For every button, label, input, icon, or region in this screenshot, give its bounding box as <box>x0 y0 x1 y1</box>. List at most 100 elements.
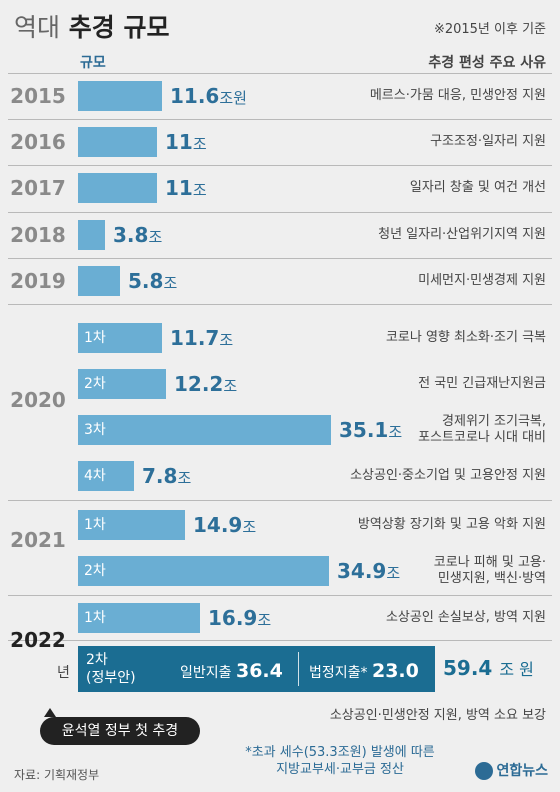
bar-value-label: 11조 <box>165 176 207 200</box>
row-reason: 일자리 창출 및 여건 개선 <box>410 180 546 196</box>
row-reason: 소상공인·중소기업 및 고용안정 지원 <box>350 468 546 484</box>
bar-2020-2차 <box>78 369 166 399</box>
reason-line: 소상공인·중소기업 및 고용안정 지원 <box>350 468 546 483</box>
row-divider <box>8 212 552 213</box>
row-reason: 경제위기 조기극복, 포스트코로나 시대 대비 <box>418 414 546 446</box>
baseline-note: ※2015년 이후 기준 <box>433 22 546 37</box>
year-label-2018: 2018 <box>10 223 66 247</box>
footnote-line-2: 지방교부세·교부금 정산 <box>276 762 404 777</box>
sub-label-2022-2nd: 2차 <box>86 652 108 668</box>
callout-pointer <box>44 708 56 717</box>
reason-line: 미세먼지·민생경제 지원 <box>418 273 546 288</box>
bar-2022-2nd <box>78 646 435 692</box>
bar-2021-1차 <box>78 510 185 540</box>
bar-value-number: 35.1 <box>339 418 389 442</box>
reason-line: 방역상황 장기화 및 고용 악화 지원 <box>357 517 546 532</box>
general-spending: 일반지출 36.4 <box>180 660 283 682</box>
bar-2018 <box>78 220 105 250</box>
row-divider <box>8 640 552 641</box>
bar-2020-4차 <box>78 461 134 491</box>
bar-value-number: 7.8 <box>142 464 178 488</box>
bar-value-unit: 조 <box>192 181 207 199</box>
year-label-2015: 2015 <box>10 84 66 108</box>
bar-value-number: 5.8 <box>128 269 164 293</box>
row-divider <box>8 119 552 120</box>
logo-text: 연합뉴스 <box>496 763 548 779</box>
bar-2017 <box>78 173 157 203</box>
bar-value-number: 11 <box>165 176 193 200</box>
bar-value-number: 11 <box>165 130 193 154</box>
reason-line: 코로나 영향 최소화·조기 극복 <box>385 330 546 345</box>
bar-value-unit: 조 <box>163 274 178 292</box>
bar-2020-3차 <box>78 415 331 445</box>
reason-line: 경제위기 조기극복, <box>442 414 546 429</box>
bar-value-label: 5.8조 <box>128 269 177 293</box>
bar-value-unit: 조 <box>148 228 163 246</box>
row-reason: 청년 일자리·산업위기지역 지원 <box>378 227 546 243</box>
row-reason: 메르스·가뭄 대응, 민생안정 지원 <box>370 88 546 104</box>
bar-value-label: 14.9조 <box>193 513 256 537</box>
column-header-size: 규모 <box>80 55 106 71</box>
general-spending-label: 일반지출 <box>180 665 232 681</box>
bar-value-unit: 조 <box>386 564 401 582</box>
bar-value-number: 16.9 <box>208 606 258 630</box>
year-label-2016: 2016 <box>10 130 66 154</box>
bar-sub-label: 1차 <box>84 610 106 626</box>
bar-value-label: 16.9조 <box>208 606 271 630</box>
year-label-2022: 2022 <box>10 628 66 652</box>
bar-value-unit: 조원 <box>219 89 247 107</box>
year-suffix: 년 <box>57 665 70 681</box>
column-header-reason: 추경 편성 주요 사유 <box>428 55 546 71</box>
bar-2016 <box>78 127 157 157</box>
footnote-line-1: *초과 세수(53.3조원) 발생에 따른 <box>245 745 435 760</box>
bar-2019 <box>78 266 120 296</box>
row-reason: 방역상황 장기화 및 고용 악화 지원 <box>358 517 546 533</box>
reason-line: 일자리 창출 및 여건 개선 <box>409 180 546 195</box>
bar-value-unit: 조 <box>388 423 403 441</box>
source-label: 자료: 기획재정부 <box>14 768 100 782</box>
row-divider <box>8 73 552 74</box>
bar-value-unit: 조 <box>257 611 272 629</box>
statutory-spending: 법정지출* 23.0 <box>309 660 419 682</box>
row-reason: 코로나 피해 및 고용· 민생지원, 백신·방역 <box>434 555 546 587</box>
row-divider <box>8 304 552 305</box>
bar-value-label: 11.7조 <box>170 326 233 350</box>
total-value: 59.4 <box>443 656 493 680</box>
reason-line: 민생지원, 백신·방역 <box>437 571 546 586</box>
bar-value-label: 11.6조원 <box>170 84 247 108</box>
general-spending-value: 36.4 <box>235 660 283 682</box>
reason-line: 청년 일자리·산업위기지역 지원 <box>378 227 546 242</box>
bar-value-unit: 조 <box>192 135 207 153</box>
row-divider <box>8 165 552 166</box>
footnote: *초과 세수(53.3조원) 발생에 따른 지방교부세·교부금 정산 <box>205 744 475 778</box>
bar-value-label: 7.8조 <box>142 464 191 488</box>
row-divider <box>8 258 552 259</box>
bar-2022-2nd-sub: 2차 (정부안) <box>86 651 136 687</box>
bar-sub-label: 1차 <box>84 517 106 533</box>
reason-line: 소상공인 손실보상, 방역 지원 <box>385 610 546 625</box>
sub-note-2022-2nd: (정부안) <box>86 670 136 686</box>
callout-badge: 윤석열 정부 첫 추경 <box>40 717 200 745</box>
bar-value-number: 34.9 <box>337 559 387 583</box>
reason-line: 구조조정·일자리 지원 <box>430 134 546 149</box>
bar-2020-1차 <box>78 323 162 353</box>
year-label-2020: 2020 <box>10 388 66 412</box>
bar-value-unit: 조 <box>219 331 234 349</box>
title-bold: 추경 규모 <box>68 13 170 42</box>
row-reason: 전 국민 긴급재난지원금 <box>418 376 546 392</box>
reason-line: 포스트코로나 시대 대비 <box>418 430 546 445</box>
bar-value-number: 14.9 <box>193 513 243 537</box>
total-2022-2nd: 59.4 조 원 <box>443 656 534 680</box>
year-label-2021: 2021 <box>10 528 66 552</box>
bar-value-number: 11.7 <box>170 326 220 350</box>
bar-value-label: 3.8조 <box>113 223 162 247</box>
bar-value-unit: 조 <box>242 518 257 536</box>
bar-2021-2차 <box>78 556 329 586</box>
row-reason: 코로나 영향 최소화·조기 극복 <box>386 330 546 346</box>
bar-2015 <box>78 81 162 111</box>
bar-sub-label: 4차 <box>84 468 106 484</box>
title-light: 역대 <box>14 13 61 42</box>
bar-value-unit: 조 <box>223 377 238 395</box>
reason-2022-2nd: 소상공인·민생안정 지원, 방역 소요 보강 <box>329 708 546 723</box>
chart-title: 역대 추경 규모 <box>14 8 169 44</box>
